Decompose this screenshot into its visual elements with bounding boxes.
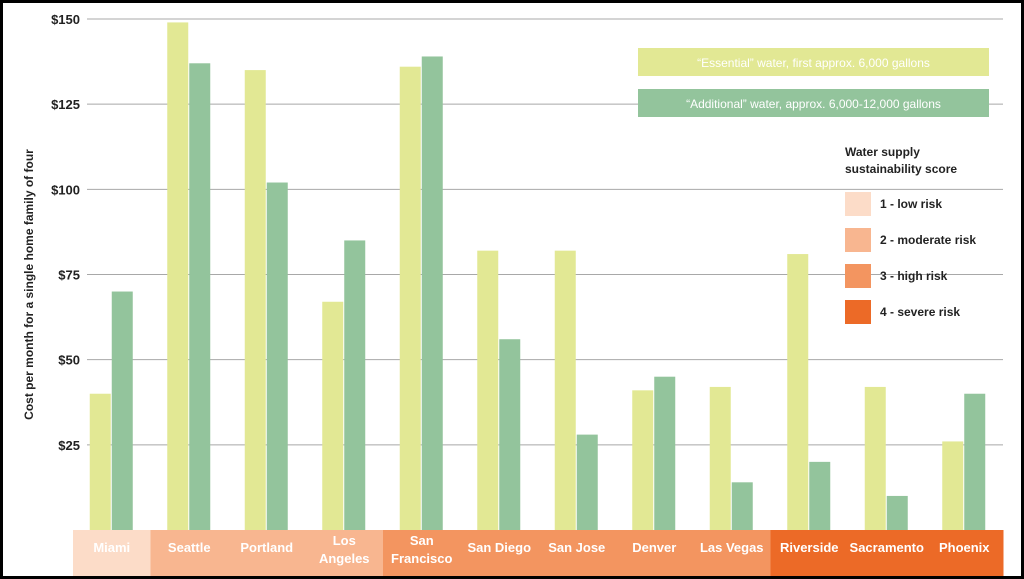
category-label: San Jose — [548, 540, 605, 555]
category-label: Riverside — [780, 540, 839, 555]
bar-additional — [499, 339, 521, 530]
bar-essential — [477, 250, 499, 531]
bar-additional — [731, 482, 753, 530]
category-label: Phoenix — [939, 540, 990, 555]
y-tick-label: $100 — [51, 182, 80, 197]
category-cell — [383, 530, 461, 576]
bar-essential — [787, 254, 809, 530]
risk-swatch — [845, 300, 871, 324]
bar-additional — [886, 495, 908, 530]
category-label: San Diego — [467, 540, 531, 555]
risk-label: 4 - severe risk — [880, 305, 960, 319]
bar-additional — [111, 291, 133, 530]
risk-label: 2 - moderate risk — [880, 233, 976, 247]
bars — [89, 22, 986, 531]
y-axis-label: Cost per month for a single home family … — [22, 149, 36, 420]
bar-additional — [964, 393, 986, 530]
category-label: Seattle — [168, 540, 211, 555]
category-label: Portland — [240, 540, 293, 555]
bar-essential — [399, 66, 421, 530]
category-cell — [460, 530, 539, 576]
bar-chart: $25 $50 $75 $100 $125 $150 Cost per month for… — [22, 12, 1004, 576]
series-legend: “Essential” water, first approx. 6,000 g… — [638, 48, 989, 117]
category-cell — [925, 530, 1004, 576]
category-cell — [693, 530, 771, 576]
risk-legend: Water supply sustainability score 1 - low … — [845, 145, 976, 324]
category-cell — [305, 530, 384, 576]
legend-swatch — [638, 89, 989, 117]
category-cell — [848, 530, 926, 576]
category-cell — [615, 530, 694, 576]
category-label: Sacramento — [850, 540, 924, 555]
category-label: Las Vegas — [700, 540, 764, 555]
category-label: Denver — [632, 540, 676, 555]
chart-frame: $25 $50 $75 $100 $125 $150 Cost per month for… — [3, 3, 1021, 576]
risk-label: 3 - high risk — [880, 269, 948, 283]
bar-essential — [942, 441, 964, 530]
bar-essential — [167, 22, 189, 530]
category-cell — [150, 530, 229, 576]
category-cell — [770, 530, 849, 576]
y-axis-ticks: $25 $50 $75 $100 $125 $150 — [51, 12, 80, 453]
y-tick-label: $75 — [58, 268, 80, 283]
gridlines — [87, 18, 1003, 446]
legend-swatch — [638, 48, 989, 76]
category-label: Francisco — [391, 551, 452, 566]
bar-essential — [864, 386, 886, 530]
risk-legend-title: sustainability score — [845, 162, 957, 176]
bar-additional — [266, 182, 288, 530]
risk-swatch — [845, 264, 871, 288]
bar-additional — [654, 376, 676, 530]
bar-essential — [554, 250, 576, 531]
category-label: Miami — [93, 540, 130, 555]
bar-additional — [809, 461, 831, 530]
bar-additional — [189, 63, 211, 530]
bar-additional — [344, 240, 366, 530]
bar-essential — [632, 390, 654, 530]
risk-swatch — [845, 228, 871, 252]
category-cell — [538, 530, 616, 576]
category-label: Los — [333, 533, 356, 548]
category-cell — [228, 530, 306, 576]
bar-essential — [322, 301, 344, 530]
legend-label: “Essential” water, first approx. 6,000 g… — [697, 56, 930, 70]
category-band: Miami Seattle Portland Los Angeles San Francis… — [73, 530, 1004, 576]
risk-label: 1 - low risk — [880, 197, 942, 211]
bar-essential — [244, 70, 266, 530]
y-tick-label: $150 — [51, 12, 80, 27]
legend-label: “Additional” water, approx. 6,000-12,000… — [686, 97, 941, 111]
category-label: San — [410, 533, 434, 548]
category-cell — [73, 530, 151, 576]
risk-legend-title: Water supply — [845, 145, 920, 159]
category-label: Angeles — [319, 551, 370, 566]
bar-additional — [421, 56, 443, 531]
bar-essential — [709, 386, 731, 530]
risk-swatch — [845, 192, 871, 216]
y-tick-label: $50 — [58, 353, 80, 368]
y-tick-label: $25 — [58, 438, 80, 453]
bar-additional — [576, 434, 598, 530]
y-tick-label: $125 — [51, 97, 80, 112]
bar-essential — [89, 393, 111, 530]
